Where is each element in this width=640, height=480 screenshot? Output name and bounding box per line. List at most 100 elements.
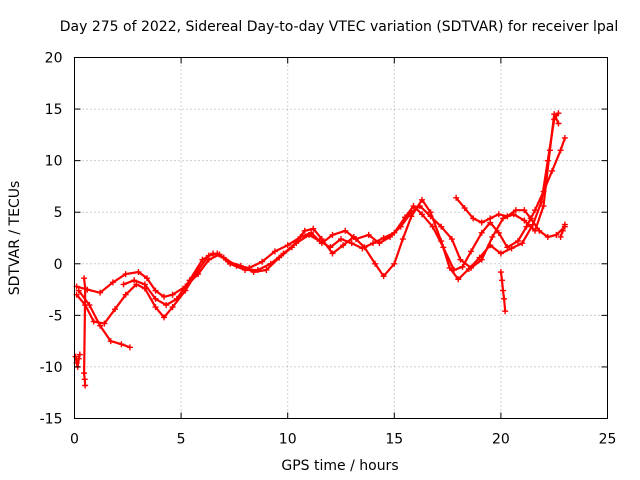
ticks	[74, 57, 608, 419]
data-point-marker	[329, 250, 336, 257]
data-point-marker	[514, 238, 521, 245]
data-point-marker	[438, 238, 445, 245]
grid	[74, 57, 608, 419]
y-tick-label: -10	[40, 360, 63, 376]
data-point-marker	[502, 308, 509, 315]
data-point-marker	[536, 227, 543, 234]
data-point-marker	[500, 287, 507, 294]
data-point-marker	[532, 207, 539, 214]
series-track-7	[72, 351, 83, 370]
data-point-marker	[553, 231, 560, 238]
series-track-4	[120, 111, 562, 309]
data-point-marker	[501, 295, 508, 302]
data-point-marker	[233, 262, 240, 269]
data-point-marker	[559, 227, 566, 234]
series-track-6	[497, 269, 509, 315]
data-point-marker	[301, 227, 308, 234]
y-tick-label: 10	[45, 154, 63, 170]
data-point-marker	[448, 236, 455, 243]
data-point-marker	[120, 281, 127, 288]
data-point-marker	[348, 240, 355, 247]
data-point-marker	[250, 269, 257, 276]
data-point-marker	[497, 250, 504, 257]
data-point-marker	[122, 271, 129, 278]
data-point-marker	[459, 263, 466, 270]
data-point-marker	[376, 240, 383, 247]
plot-frame	[74, 57, 608, 419]
data-series	[72, 110, 568, 389]
data-point-marker	[495, 229, 502, 236]
data-point-marker	[329, 231, 336, 238]
data-point-marker	[521, 217, 528, 224]
data-point-marker	[297, 233, 304, 240]
data-point-marker	[498, 277, 505, 284]
x-tick-label: 15	[385, 432, 403, 448]
data-point-marker	[495, 211, 502, 218]
data-point-marker	[497, 269, 504, 276]
data-point-marker	[561, 134, 568, 141]
data-point-marker	[173, 295, 180, 302]
data-point-marker	[163, 302, 170, 309]
data-point-marker	[453, 194, 460, 201]
data-point-marker	[288, 244, 295, 251]
data-point-marker	[131, 277, 138, 284]
x-axis-label: GPS time / hours	[281, 458, 398, 474]
x-tick-label: 10	[279, 432, 297, 448]
data-point-marker	[561, 221, 568, 228]
data-point-marker	[86, 302, 93, 309]
data-point-marker	[380, 273, 387, 280]
data-point-marker	[81, 275, 88, 282]
chart-title: Day 275 of 2022, Sidereal Day-to-day VTE…	[60, 19, 618, 35]
data-point-marker	[419, 196, 426, 203]
data-point-marker	[429, 223, 436, 230]
data-point-marker	[419, 211, 426, 218]
x-tick-label: 5	[177, 432, 186, 448]
data-point-marker	[555, 120, 562, 127]
data-point-marker	[90, 318, 97, 325]
data-point-marker	[546, 147, 553, 154]
data-point-marker	[310, 225, 317, 232]
data-point-marker	[487, 215, 494, 222]
data-point-marker	[446, 264, 453, 271]
data-point-marker	[75, 287, 82, 294]
data-point-marker	[107, 338, 114, 345]
data-point-marker	[523, 223, 530, 230]
data-point-marker	[391, 260, 398, 267]
data-point-marker	[133, 281, 140, 288]
data-point-marker	[461, 205, 468, 212]
data-point-marker	[161, 314, 168, 321]
data-point-marker	[489, 233, 496, 240]
data-point-marker	[259, 258, 266, 265]
data-point-marker	[152, 304, 159, 311]
data-point-marker	[122, 291, 129, 298]
data-point-marker	[82, 285, 89, 292]
data-point-marker	[318, 240, 325, 247]
data-point-marker	[557, 147, 564, 154]
x-tick-label: 20	[492, 432, 510, 448]
data-point-marker	[152, 295, 159, 302]
data-point-marker	[478, 256, 485, 263]
series-track-2	[73, 110, 562, 327]
data-point-marker	[112, 306, 119, 313]
y-tick-label: 20	[45, 51, 63, 67]
data-point-marker	[199, 256, 206, 263]
data-point-marker	[263, 266, 270, 273]
data-point-marker	[410, 203, 417, 210]
data-point-marker	[284, 242, 291, 249]
data-point-marker	[308, 229, 315, 236]
data-point-marker	[169, 304, 176, 311]
data-point-marker	[81, 376, 88, 383]
series-track-1	[73, 134, 568, 300]
data-point-marker	[372, 260, 379, 267]
data-point-marker	[276, 254, 283, 261]
data-point-marker	[126, 344, 133, 351]
data-point-marker	[365, 231, 372, 238]
data-point-marker	[152, 287, 159, 294]
data-point-marker	[143, 275, 150, 282]
data-point-marker	[76, 351, 83, 358]
data-point-marker	[101, 320, 108, 327]
data-point-marker	[468, 248, 475, 255]
y-tick-label: -15	[40, 412, 63, 428]
data-point-marker	[478, 219, 485, 226]
